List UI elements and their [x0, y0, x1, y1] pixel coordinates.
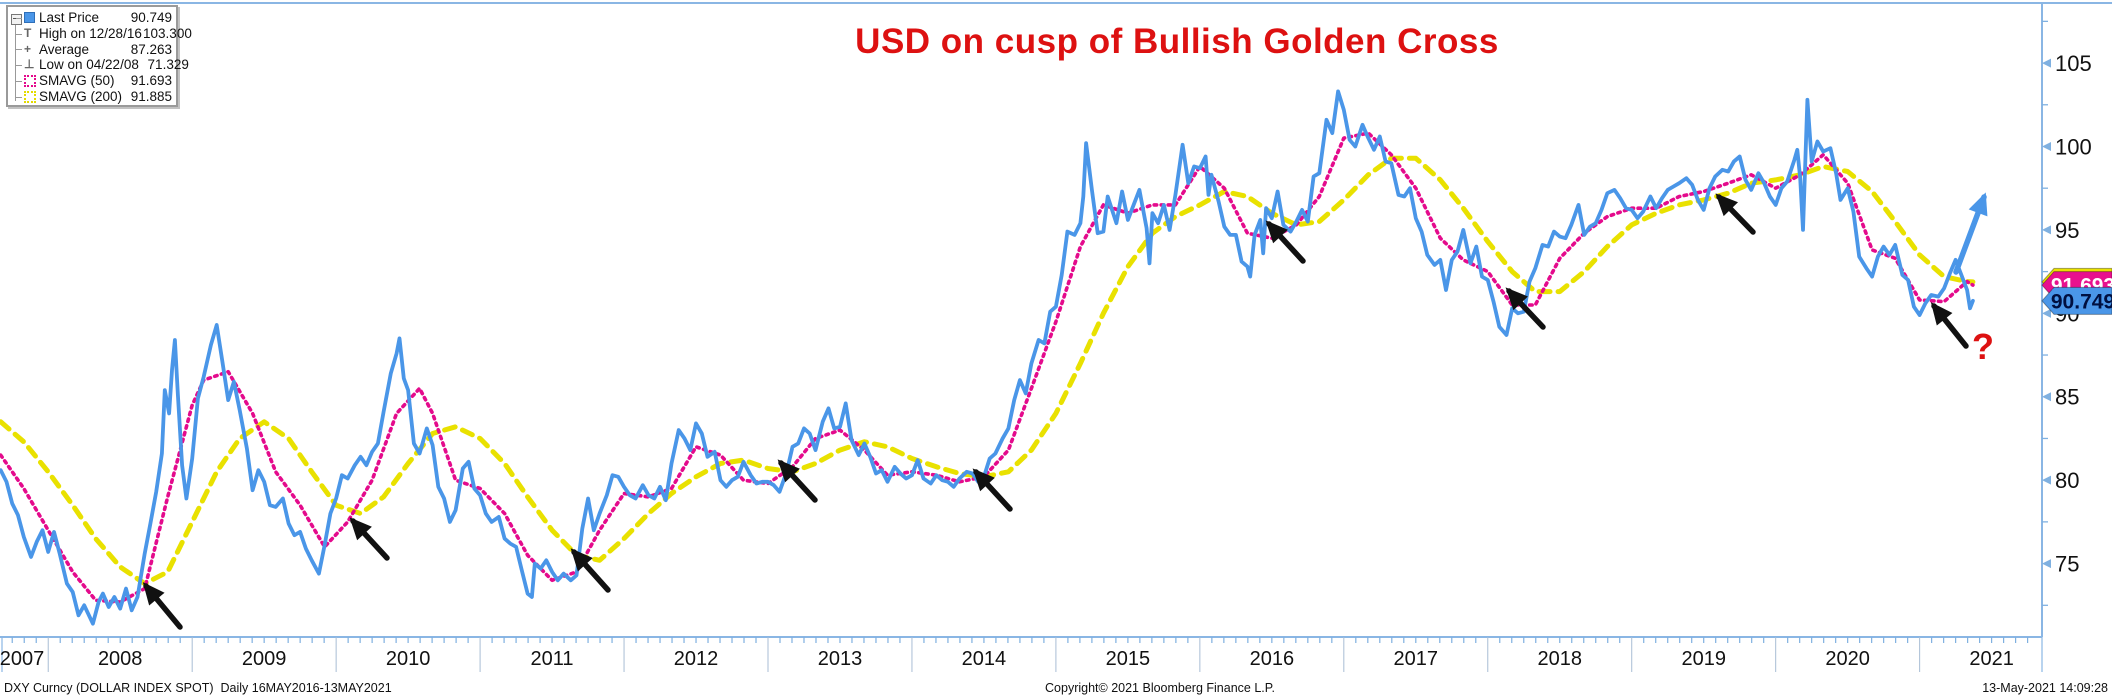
smavg50-line [0, 131, 1975, 604]
last-price-swatch-icon [24, 12, 39, 24]
question-mark-annotation: ? [1972, 326, 1994, 367]
x-axis-year-label: 2012 [674, 648, 719, 670]
legend-box: Last Price 90.749 T High on 12/28/16 103… [6, 5, 192, 107]
legend-row-high[interactable]: T High on 12/28/16 103.300 [16, 25, 192, 42]
golden-cross-arrow [349, 517, 390, 561]
legend-label-smavg50: SMAVG (50) [39, 73, 115, 89]
svg-text:105: 105 [2055, 51, 2092, 76]
svg-text:95: 95 [2055, 218, 2079, 243]
smavg50-swatch-icon [24, 75, 39, 88]
x-axis: 2007 2008 2009 2010 2011 2012 2013 2014 2015 2016… [0, 637, 2029, 672]
smavg200-swatch-icon [24, 90, 39, 103]
footer-copyright: Copyright© 2021 Bloomberg Finance L.P. [1045, 681, 1275, 695]
chart-title: USD on cusp of Bullish Golden Cross [855, 22, 1499, 61]
golden-cross-arrow [1930, 302, 1969, 349]
x-axis-year-label: 2009 [242, 648, 287, 670]
x-axis-year-label: 2015 [1106, 648, 1151, 670]
axis-badge-last-price [2041, 286, 2112, 315]
legend-value-smavg200: 91.885 [130, 88, 173, 104]
x-axis-year-label: 2010 [386, 648, 431, 670]
legend-value-high: 103.300 [143, 25, 192, 41]
footer-security-info: DXY Curncy (DOLLAR INDEX SPOT) Daily 16M… [4, 681, 392, 695]
x-axis-year-label: 2018 [1538, 648, 1583, 670]
high-marker-icon: T [24, 25, 32, 40]
legend-row-smavg50[interactable]: SMAVG (50) 91.693 [16, 73, 172, 89]
golden-cross-arrow [1265, 220, 1306, 264]
x-axis-year-label: 2020 [1825, 648, 1870, 670]
last-price-line [0, 89, 1975, 626]
legend-label-high: High on 12/28/16 [39, 25, 142, 41]
footer-timestamp: 13-May-2021 14:09:28 [1982, 681, 2108, 695]
x-axis-year-label: 2016 [1250, 648, 1295, 670]
legend-collapse-toggle-icon[interactable] [11, 14, 22, 25]
x-axis-year-label: 2008 [98, 648, 143, 670]
svg-text:90.749: 90.749 [2051, 290, 2112, 313]
golden-cross-arrow [972, 468, 1013, 512]
legend-row-smavg200[interactable]: SMAVG (200) 91.885 [16, 88, 173, 105]
golden-cross-arrow [1715, 193, 1756, 235]
chart-frame [0, 2, 2112, 672]
average-marker-icon: + [24, 41, 32, 56]
legend-value-smavg50: 91.693 [130, 73, 172, 89]
legend-label-average: Average [39, 41, 90, 57]
svg-text:75: 75 [2055, 552, 2079, 577]
bullish-breakout-arrow [1953, 192, 1988, 275]
svg-text:100: 100 [2055, 134, 2092, 159]
x-axis-year-label: 2014 [962, 648, 1007, 670]
legend-value-average: 87.263 [130, 41, 172, 57]
x-axis-year-label: 2011 [531, 648, 574, 670]
smavg200-line [0, 155, 1976, 587]
svg-text:85: 85 [2055, 385, 2079, 410]
svg-text:80: 80 [2055, 468, 2079, 493]
x-axis-year-label: 2017 [1394, 648, 1439, 670]
x-axis-year-label: 2021 [1969, 648, 2014, 670]
golden-cross-arrow [777, 459, 818, 503]
series-lines [0, 89, 1976, 626]
legend-label-smavg200: SMAVG (200) [39, 88, 123, 104]
x-axis-year-label: 2013 [818, 648, 863, 670]
legend-row-average[interactable]: + Average 87.263 [16, 41, 172, 58]
x-axis-year-label: 2019 [1681, 648, 1726, 670]
legend-row-last-price[interactable]: Last Price 90.749 [16, 10, 172, 26]
golden-cross-arrow [570, 548, 611, 593]
x-axis-year-label: 2007 [0, 648, 44, 670]
legend-row-low[interactable]: ⊥ Low on 04/22/08 71.329 [16, 57, 189, 73]
legend-tree-rail [15, 25, 16, 101]
golden-cross-arrow [142, 582, 183, 630]
annotation-arrows [142, 192, 1988, 630]
legend-label-low: Low on 04/22/08 [39, 57, 139, 73]
low-marker-icon: ⊥ [24, 57, 35, 72]
legend-value-low: 71.329 [147, 57, 189, 73]
legend-value-last-price: 90.749 [130, 10, 172, 25]
legend-label-last-price: Last Price [39, 10, 100, 25]
golden-cross-arrow [1505, 287, 1546, 330]
